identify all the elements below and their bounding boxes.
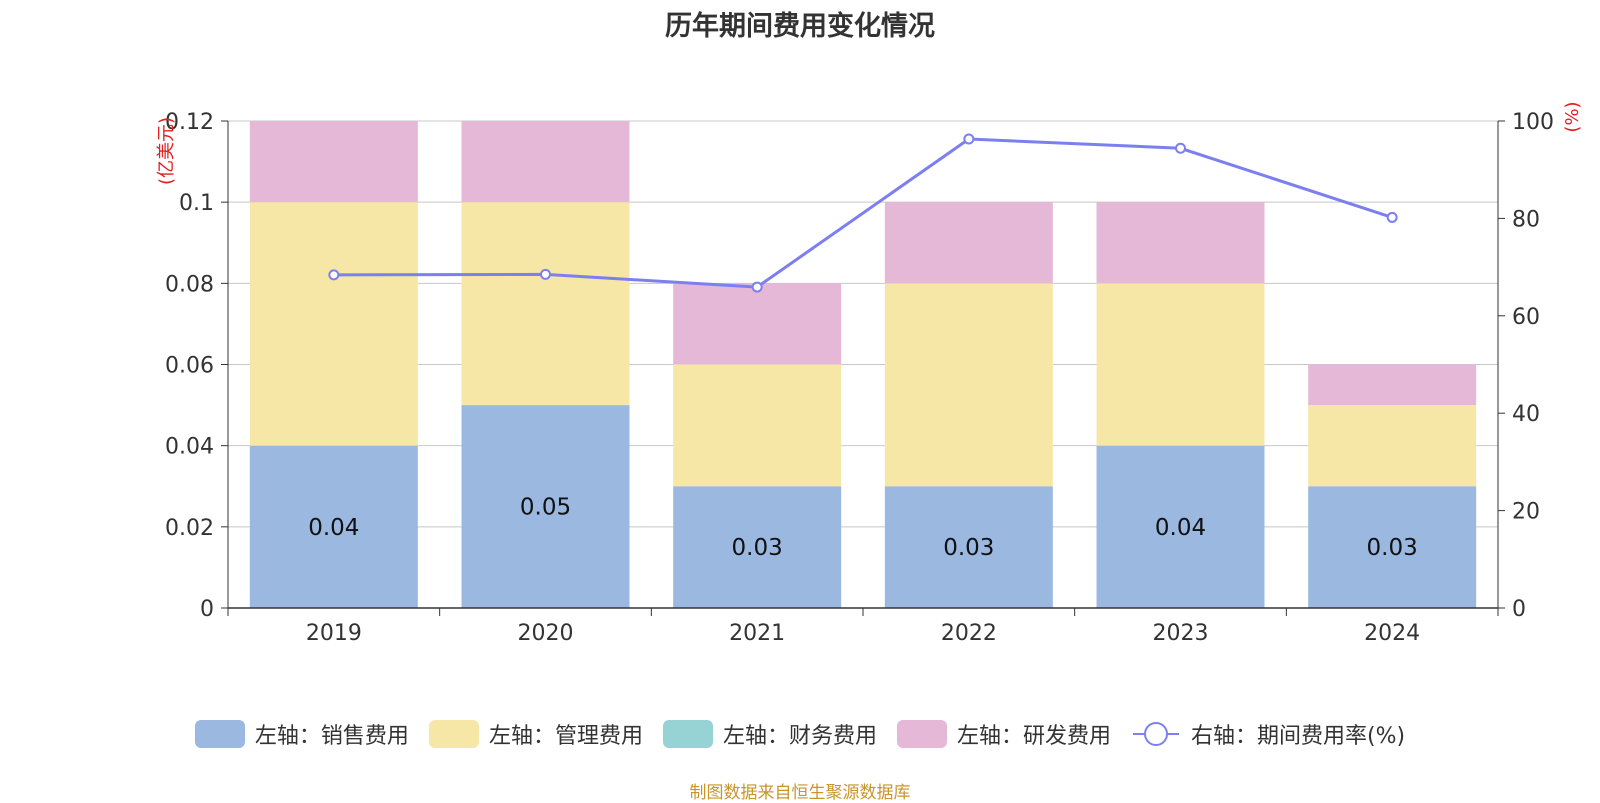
legend-label: 左轴：管理费用 [488, 724, 643, 749]
rate-point [1175, 142, 1186, 154]
bar-segment [884, 283, 1053, 487]
bar-segment [1308, 364, 1477, 406]
bar-data-label: 0.05 [520, 495, 571, 521]
legend-line-marker-icon [1132, 722, 1179, 746]
legend-label: 左轴：财务费用 [722, 724, 877, 749]
x-tick-label: 2019 [306, 621, 362, 646]
bar-segment [673, 364, 842, 487]
rate-line [333, 137, 1393, 289]
right-axis-title: (%) [1562, 101, 1583, 132]
legend: 左轴：销售费用 左轴：管理费用 左轴：财务费用 左轴：研发费用 右轴：期间费用率(%) [0, 718, 1600, 750]
legend-swatch [896, 720, 947, 748]
right-tick-label: 80 [1512, 207, 1540, 232]
bar-segment [1308, 486, 1477, 608]
left-tick-label: 0.12 [165, 110, 214, 135]
bar-segment [1308, 405, 1477, 487]
rate-point [540, 268, 551, 280]
x-tick-label: 2024 [1364, 621, 1420, 646]
rate-point [1386, 211, 1398, 223]
legend-item: 左轴：研发费用 [896, 718, 1111, 750]
bar-data-label: 0.03 [943, 535, 994, 561]
bar-segment [673, 283, 842, 365]
legend-item: 左轴：销售费用 [194, 718, 409, 750]
left-tick-label: 0.04 [165, 435, 214, 460]
x-tick-label: 2023 [1153, 621, 1209, 646]
left-tick-label: 0.02 [165, 516, 214, 541]
bar-segment [884, 486, 1053, 608]
bar-segment [461, 405, 630, 608]
bar-segment [249, 202, 418, 446]
bar-data-label: 0.03 [732, 535, 783, 561]
bar-segment [673, 486, 842, 608]
right-tick-label: 60 [1512, 305, 1540, 330]
chart-plot: 0 0.02 0.04 0.06 0.08 0.1 0.12 0 20 40 60 80 100 (亿美元… [156, 101, 1583, 646]
legend-label: 右轴：期间费用率(%) [1190, 724, 1406, 749]
right-tick-label: 0 [1512, 597, 1526, 622]
bar-segment [1096, 202, 1265, 284]
legend-swatch [194, 720, 245, 748]
bar-segment [249, 445, 418, 608]
chart-title: 历年期间费用变化情况 [665, 11, 935, 42]
bar-segment [884, 202, 1053, 284]
rate-point [751, 281, 763, 293]
bar-data-label: 0.04 [1155, 515, 1206, 541]
bar-data-label: 0.03 [1367, 535, 1418, 561]
left-tick-label: 0.1 [179, 191, 214, 216]
legend-item: 右轴：期间费用率(%) [1131, 718, 1405, 750]
legend-item: 左轴：财务费用 [662, 718, 877, 750]
x-tick-label: 2022 [941, 621, 997, 646]
left-tick-label: 0 [200, 597, 214, 622]
legend-item: 左轴：管理费用 [428, 718, 643, 750]
right-tick-label: 40 [1512, 402, 1540, 427]
bar-segment [461, 121, 630, 203]
left-tick-label: 0.06 [165, 354, 214, 379]
left-tick-label: 0.08 [165, 272, 214, 297]
right-tick-label: 20 [1512, 500, 1540, 525]
x-tick-label: 2020 [518, 621, 574, 646]
source-note: 制图数据来自恒生聚源数据库 [689, 783, 911, 803]
right-tick-label: 100 [1512, 110, 1554, 135]
x-tick-label: 2021 [729, 621, 785, 646]
rate-point [328, 269, 340, 281]
legend-swatch [428, 720, 479, 748]
left-axis-title: (亿美元) [156, 117, 177, 185]
legend-label: 左轴：销售费用 [254, 724, 409, 749]
bar-segment [461, 202, 630, 406]
legend-swatch [662, 720, 713, 748]
bar-segment [1096, 283, 1265, 446]
bar-segment [249, 121, 418, 203]
rate-point [963, 133, 975, 145]
legend-label: 左轴：研发费用 [956, 724, 1111, 749]
bar-segment [1096, 445, 1265, 608]
bar-data-label: 0.04 [308, 515, 359, 541]
